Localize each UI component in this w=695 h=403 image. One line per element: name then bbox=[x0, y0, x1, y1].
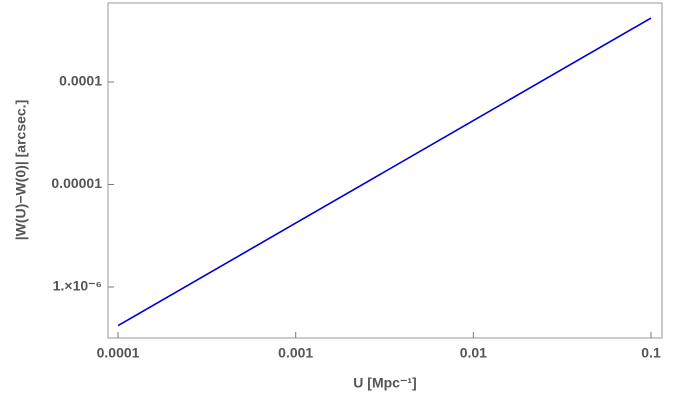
y-tick-label: 0.0001 bbox=[59, 73, 102, 89]
x-axis-label: U [Mpc⁻¹] bbox=[353, 375, 416, 391]
x-tick-label: 0.001 bbox=[278, 345, 313, 361]
x-tick-label: 0.0001 bbox=[97, 345, 140, 361]
y-tick-label: 1.×10⁻⁶ bbox=[53, 278, 102, 294]
plot-frame bbox=[107, 2, 663, 339]
line-series bbox=[117, 17, 652, 327]
y-tick-label: 0.00001 bbox=[51, 175, 102, 191]
x-tick-label: 0.01 bbox=[460, 345, 487, 361]
x-tick-label: 0.1 bbox=[641, 345, 661, 361]
y-axis-label: |W(U)−W(0)| [arcsec.] bbox=[13, 100, 29, 240]
